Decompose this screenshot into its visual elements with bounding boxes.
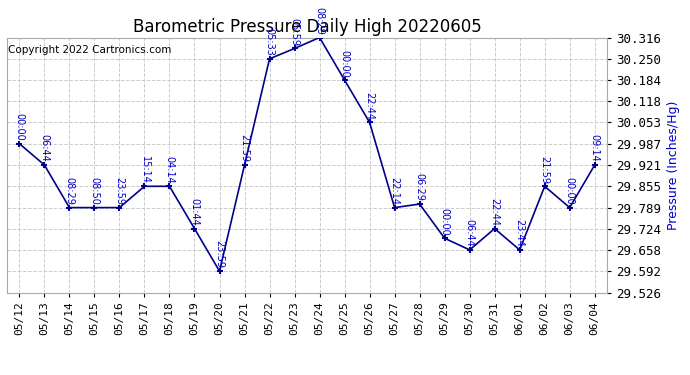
Text: 22:14: 22:14 <box>390 177 400 205</box>
Text: 06:44: 06:44 <box>464 219 475 247</box>
Text: 00:00: 00:00 <box>339 50 350 77</box>
Text: 21:59: 21:59 <box>540 156 550 183</box>
Text: 08:50: 08:50 <box>90 177 99 205</box>
Text: 15:14: 15:14 <box>139 156 150 183</box>
Text: 06:29: 06:29 <box>415 173 424 201</box>
Text: 00:00: 00:00 <box>564 177 575 205</box>
Text: 23:59: 23:59 <box>115 177 124 205</box>
Text: 00:00: 00:00 <box>440 208 450 236</box>
Text: 21:59: 21:59 <box>239 134 250 162</box>
Text: 00:00: 00:00 <box>14 113 24 141</box>
Text: 22:44: 22:44 <box>364 92 375 120</box>
Y-axis label: Pressure (Inches/Hg): Pressure (Inches/Hg) <box>667 100 680 230</box>
Text: 09:14: 09:14 <box>590 135 600 162</box>
Text: 23:59: 23:59 <box>215 240 224 268</box>
Title: Barometric Pressure Daily High 20220605: Barometric Pressure Daily High 20220605 <box>132 18 482 36</box>
Text: 05:59: 05:59 <box>290 18 299 46</box>
Text: 06:44: 06:44 <box>39 135 50 162</box>
Text: 22:44: 22:44 <box>490 198 500 226</box>
Text: 08:29: 08:29 <box>315 7 324 35</box>
Text: 01:44: 01:44 <box>190 198 199 226</box>
Text: 05:33: 05:33 <box>264 28 275 56</box>
Text: 04:14: 04:14 <box>164 156 175 183</box>
Text: 08:29: 08:29 <box>64 177 75 205</box>
Text: 23:44: 23:44 <box>515 219 524 247</box>
Text: Copyright 2022 Cartronics.com: Copyright 2022 Cartronics.com <box>8 45 172 55</box>
